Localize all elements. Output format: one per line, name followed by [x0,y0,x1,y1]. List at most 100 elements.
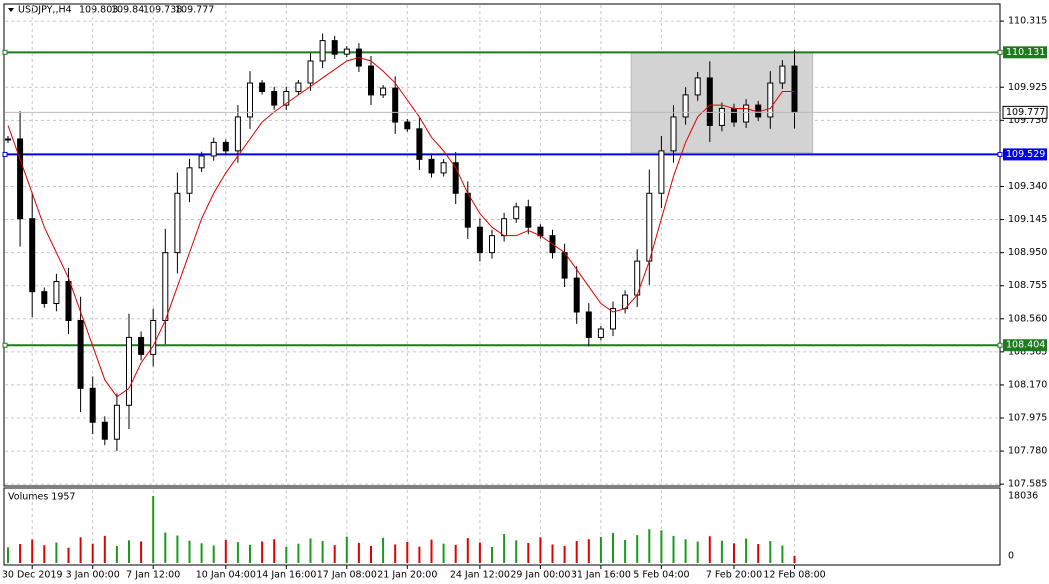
candle-body [29,218,36,293]
candle-body [259,82,266,93]
candle-body [392,87,399,123]
candle-body [150,319,157,355]
zone [630,51,814,154]
candle-body [5,138,11,141]
candle-body [670,116,677,152]
ohlc-value: 109.738 [143,5,182,16]
volume-tick-label: 0 [1008,551,1014,562]
level-handle [2,151,8,157]
candle-body [368,65,374,96]
level-handle [2,342,8,348]
ohlc-value: 109.84 [111,5,144,16]
level-label-box [1003,46,1047,59]
level-handle [997,342,1003,348]
y-tick-label: 107.975 [1008,413,1047,424]
x-tick-label: 17 Jan 08:00 [317,570,377,581]
level-label: 108.404 [1006,340,1045,351]
volume-tick-label: 18036 [1008,491,1038,502]
symbol: USDJPY,,H4 [18,5,72,16]
candle-body [767,82,774,118]
candle-body [501,218,508,237]
candle-body [597,328,604,338]
candle-body [694,77,701,96]
candle-body [646,192,653,262]
candle-body [89,387,96,423]
candle-body [573,277,580,313]
y-tick-label: 110.315 [1008,16,1047,27]
candle-body [331,40,338,55]
x-tick-label: 3 Jan 00:00 [66,570,120,581]
candle-body [319,40,326,62]
candle-body [101,421,108,440]
candle-body [525,206,532,228]
candle-body [65,280,72,321]
y-tick-label: 109.145 [1008,214,1047,225]
level-handle [997,151,1003,157]
candle-body [682,94,689,118]
volume-title: Volumes 1957 [8,492,75,503]
price-panel [3,3,1001,487]
candle-body [452,162,459,194]
y-tick-label: 108.950 [1008,247,1047,258]
candle-body [271,91,278,106]
level-label-box [1003,148,1047,161]
candle-body [162,252,169,321]
y-tick-label: 109.730 [1008,115,1047,126]
y-tick-label: 108.560 [1008,313,1047,324]
x-tick-label: 14 Jan 16:00 [256,570,316,581]
candle-body [53,280,60,305]
current-price-box [1002,105,1048,119]
x-tick-label: 24 Jan 12:00 [450,570,510,581]
x-tick-label: 31 Jan 16:00 [571,570,631,581]
candle-body [247,82,253,118]
candle-body [489,235,495,254]
ohlc-value: 109.803 [79,5,118,16]
candle-body [440,162,447,174]
candle-body [186,167,193,194]
candle-body [718,107,725,126]
candle-body [343,48,350,55]
candle-body [743,104,750,123]
candle-body [307,60,314,84]
candle-body [222,141,229,152]
x-tick-label: 12 Feb 08:00 [763,570,825,581]
candle-body [706,77,713,126]
candle-body [41,291,48,305]
level-label: 110.131 [1006,47,1045,58]
y-tick-label: 108.365 [1008,346,1047,357]
candle-body [779,65,786,84]
candle-body [731,107,737,123]
candle-body [126,336,132,406]
volume-panel [3,487,1001,566]
level-handle [2,49,8,55]
candle-body [610,308,616,330]
x-tick-label: 7 Jan 12:00 [126,570,180,581]
moving-average [7,57,795,398]
candle-body [791,65,798,113]
current-price-label: 109.777 [1006,107,1045,118]
candle-body [404,121,411,130]
y-tick-label: 109.925 [1008,82,1047,93]
x-tick-label: 30 Dec 2019 [2,570,63,581]
candle-body [476,226,483,254]
candle-body [464,192,471,228]
menu-arrow[interactable] [8,8,14,12]
candle-body [234,116,241,152]
level-label: 109.529 [1006,149,1045,160]
candle-body [113,404,120,440]
x-tick-label: 10 Jan 04:00 [196,570,256,581]
x-tick-label: 29 Jan 00:00 [510,570,570,581]
y-tick-label: 107.585 [1008,479,1047,490]
candle-body [174,192,181,254]
x-tick-label: 21 Jan 20:00 [377,570,437,581]
x-tick-label: 5 Feb 04:00 [633,570,689,581]
y-tick-label: 107.780 [1008,446,1047,457]
x-tick-label: 7 Feb 20:00 [706,570,762,581]
candle-body [416,128,423,160]
candle-body [658,150,665,194]
candle-body [210,141,217,157]
candle-body [283,91,290,106]
candle-body [198,155,205,169]
y-tick-label: 108.170 [1008,379,1047,390]
